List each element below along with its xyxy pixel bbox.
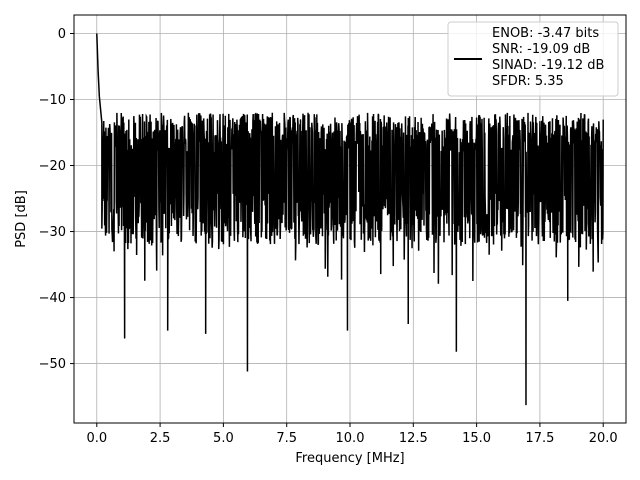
psd-line bbox=[96, 33, 604, 406]
y-tick-label: −40 bbox=[39, 291, 66, 306]
x-axis-ticks: 0.0 2.5 5.0 7.5 10.0 12.5 15.0 17.5 20.0 bbox=[86, 423, 618, 446]
x-tick-label: 5.0 bbox=[213, 431, 234, 446]
legend-entry-sinad: SINAD: -19.12 dB bbox=[492, 58, 604, 73]
legend-box bbox=[447, 21, 619, 97]
legend: ENOB: -3.47 bits SNR: -19.09 dB SINAD: -… bbox=[447, 21, 619, 97]
x-axis-label: Frequency [MHz] bbox=[295, 451, 404, 466]
y-axis-label: PSD [dB] bbox=[14, 190, 29, 248]
x-tick-label: 17.5 bbox=[525, 431, 554, 446]
x-tick-label: 0.0 bbox=[86, 431, 107, 446]
y-tick-label: −50 bbox=[39, 357, 66, 372]
y-tick-label: −30 bbox=[39, 225, 66, 240]
x-tick-label: 2.5 bbox=[150, 431, 171, 446]
x-tick-label: 15.0 bbox=[462, 431, 491, 446]
legend-entry-sfdr: SFDR: 5.35 bbox=[492, 74, 564, 89]
x-tick-label: 12.5 bbox=[399, 431, 428, 446]
y-tick-label: −10 bbox=[39, 93, 66, 108]
series-psd bbox=[96, 33, 604, 406]
y-tick-label: 0 bbox=[58, 27, 66, 42]
x-tick-label: 10.0 bbox=[336, 431, 365, 446]
legend-entry-snr: SNR: -19.09 dB bbox=[492, 42, 590, 57]
y-axis-ticks: 0 −10 −20 −30 −40 −50 bbox=[39, 27, 74, 372]
legend-entry-enob: ENOB: -3.47 bits bbox=[492, 26, 599, 41]
x-tick-label: 20.0 bbox=[589, 431, 618, 446]
x-tick-label: 7.5 bbox=[276, 431, 297, 446]
y-tick-label: −20 bbox=[39, 159, 66, 174]
